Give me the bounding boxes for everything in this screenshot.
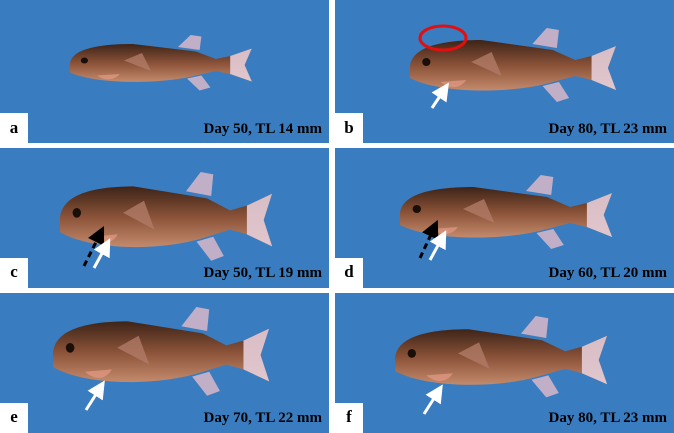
- panel-caption: Day 50, TL 19 mm: [204, 265, 323, 281]
- panel-caption: Day 80, TL 23 mm: [549, 410, 668, 426]
- panel-letter: f: [346, 407, 352, 426]
- panel: a Day 50, TL 14 mm: [0, 0, 329, 143]
- panel-letter: d: [344, 262, 354, 281]
- panel-letter: e: [10, 407, 18, 426]
- panel-letter: c: [10, 262, 18, 281]
- panel: c Day 50, TL 19 mm: [0, 148, 329, 288]
- panel: f Day 80, TL 23 mm: [335, 293, 674, 433]
- panel: d Day 60, TL 20 mm: [335, 148, 674, 288]
- panel-caption: Day 70, TL 22 mm: [204, 410, 323, 426]
- panel-letter: b: [344, 118, 353, 137]
- panel-caption: Day 80, TL 23 mm: [549, 121, 668, 137]
- panel-letter: a: [10, 118, 19, 137]
- panel-caption: Day 60, TL 20 mm: [549, 265, 668, 281]
- panel: b Day 80, TL 23 mm: [335, 0, 674, 143]
- panel-caption: Day 50, TL 14 mm: [204, 121, 323, 137]
- panel: e Day 70, TL 22 mm: [0, 293, 329, 433]
